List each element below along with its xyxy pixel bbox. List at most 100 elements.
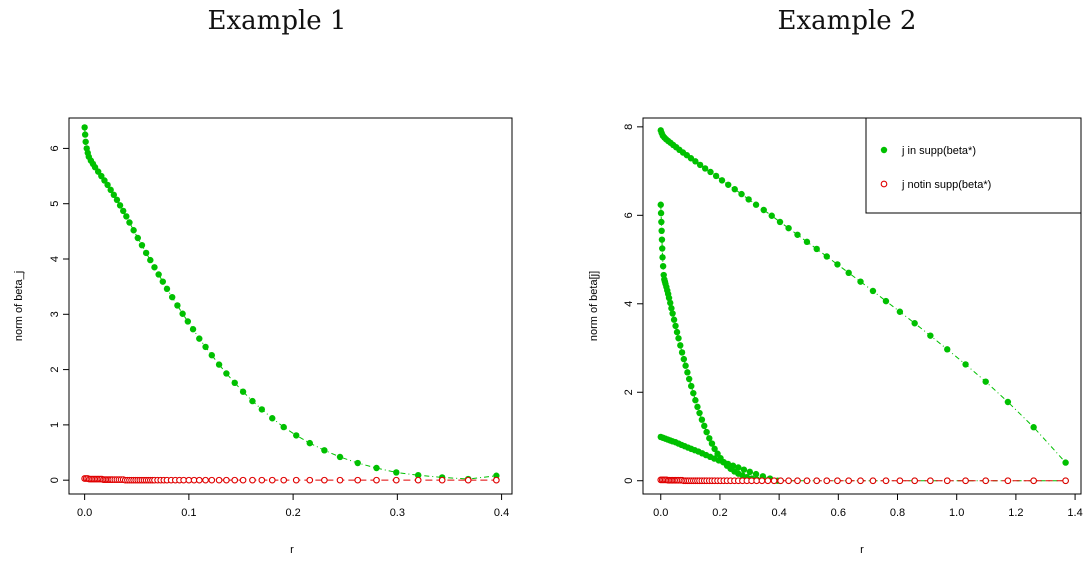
data-point-support	[684, 369, 691, 376]
x-tick-label: 1.2	[1008, 507, 1023, 519]
data-point-support	[82, 138, 89, 145]
data-point-support	[707, 168, 714, 176]
x-tick-label: 0.0	[653, 507, 668, 519]
x-tick-label: 0.0	[77, 507, 92, 519]
data-point-support	[857, 278, 864, 285]
data-point-support	[672, 322, 679, 330]
data-point-support	[724, 460, 732, 468]
data-point-nonsupport	[857, 477, 864, 485]
data-point-support	[752, 201, 760, 208]
data-point-support	[794, 231, 801, 238]
legend: j in supp(beta*) j notin supp(beta*)	[865, 117, 1082, 214]
data-point-support	[725, 181, 732, 188]
data-point-support	[882, 297, 890, 305]
data-point-support	[745, 196, 752, 203]
y-tick-label: 4	[49, 256, 61, 262]
series-nonsupport	[657, 476, 1069, 485]
data-point-support	[670, 316, 678, 323]
data-point-support	[712, 172, 720, 180]
data-point-support	[696, 161, 704, 169]
data-point-nonsupport	[758, 477, 766, 485]
data-point-support	[703, 428, 710, 436]
data-point-support	[184, 318, 192, 325]
data-point-support	[147, 256, 154, 264]
data-point-support	[718, 177, 726, 184]
data-point-support	[776, 218, 784, 226]
data-point-support	[231, 379, 238, 387]
data-point-support	[258, 406, 266, 413]
x-tick-label: 0.8	[890, 507, 905, 519]
data-point-support	[688, 382, 695, 390]
data-point-support	[668, 305, 675, 312]
data-point-support	[249, 397, 256, 405]
data-point-support	[678, 349, 686, 356]
data-point-support	[414, 472, 422, 479]
data-point-support	[239, 388, 247, 395]
series-nonsupport	[81, 475, 500, 484]
x-tick-label: 0.3	[390, 507, 405, 519]
data-point-support	[896, 308, 904, 315]
plot-frame	[642, 117, 1082, 495]
data-point-support	[269, 415, 276, 422]
legend-label-support: j in supp(beta*)	[901, 145, 976, 157]
data-point-support	[962, 361, 969, 368]
x-tick-label: 0.4	[771, 507, 786, 519]
x-tick-label: 0.4	[494, 507, 509, 519]
data-point-support	[669, 310, 676, 317]
data-point-nonsupport	[982, 477, 990, 485]
data-point-support	[731, 186, 738, 193]
data-point-nonsupport	[464, 476, 472, 484]
data-point-support	[321, 447, 328, 454]
y-tick-label: 4	[623, 301, 635, 307]
data-point-nonsupport	[438, 476, 446, 484]
data-point-support	[1062, 459, 1069, 466]
data-point-support	[189, 326, 197, 333]
data-point-support	[163, 285, 171, 293]
legend-box	[865, 117, 1082, 214]
data-point-support	[104, 181, 111, 189]
data-point-support	[658, 236, 666, 243]
data-point-nonsupport	[785, 477, 792, 485]
data-point-support	[711, 445, 718, 453]
data-point-support	[159, 278, 167, 285]
y-axis-label: norm of beta[j]	[588, 271, 600, 341]
data-point-nonsupport	[231, 476, 239, 484]
data-point-support	[113, 196, 121, 204]
y-tick-label: 0	[623, 478, 635, 484]
y-axis-label: norm of beta_j	[13, 271, 25, 341]
data-point-support	[120, 207, 127, 215]
data-point-nonsupport	[258, 476, 266, 484]
data-point-nonsupport	[223, 476, 230, 484]
data-point-nonsupport	[321, 476, 328, 484]
data-point-support	[658, 227, 665, 234]
legend-marker-support	[880, 146, 888, 154]
data-point-support	[81, 124, 88, 131]
data-point-support	[735, 464, 742, 471]
data-point-support	[657, 209, 665, 217]
data-point-support	[659, 254, 666, 261]
data-point-nonsupport	[1004, 477, 1012, 485]
data-point-support	[665, 294, 673, 302]
data-point-support	[677, 342, 684, 349]
data-point-support	[687, 155, 695, 162]
data-point-support	[336, 453, 344, 461]
data-point-support	[657, 201, 664, 208]
data-point-support	[690, 389, 697, 397]
data-point-support	[293, 432, 300, 439]
y-tick-label: 3	[49, 311, 61, 317]
data-point-nonsupport	[354, 476, 362, 484]
data-point-support	[740, 466, 748, 473]
data-point-support	[694, 403, 701, 411]
data-point-support	[215, 361, 223, 368]
data-point-nonsupport	[803, 477, 811, 485]
x-tick-label: 0.1	[181, 507, 196, 519]
data-point-support	[151, 264, 158, 271]
data-point-support	[280, 423, 287, 431]
data-point-nonsupport	[753, 477, 760, 485]
data-point-nonsupport	[777, 477, 784, 485]
data-point-support	[155, 271, 162, 278]
data-point-nonsupport	[292, 476, 300, 484]
data-point-nonsupport	[962, 477, 969, 485]
y-tick-label: 6	[49, 145, 61, 151]
data-point-support	[752, 470, 760, 478]
